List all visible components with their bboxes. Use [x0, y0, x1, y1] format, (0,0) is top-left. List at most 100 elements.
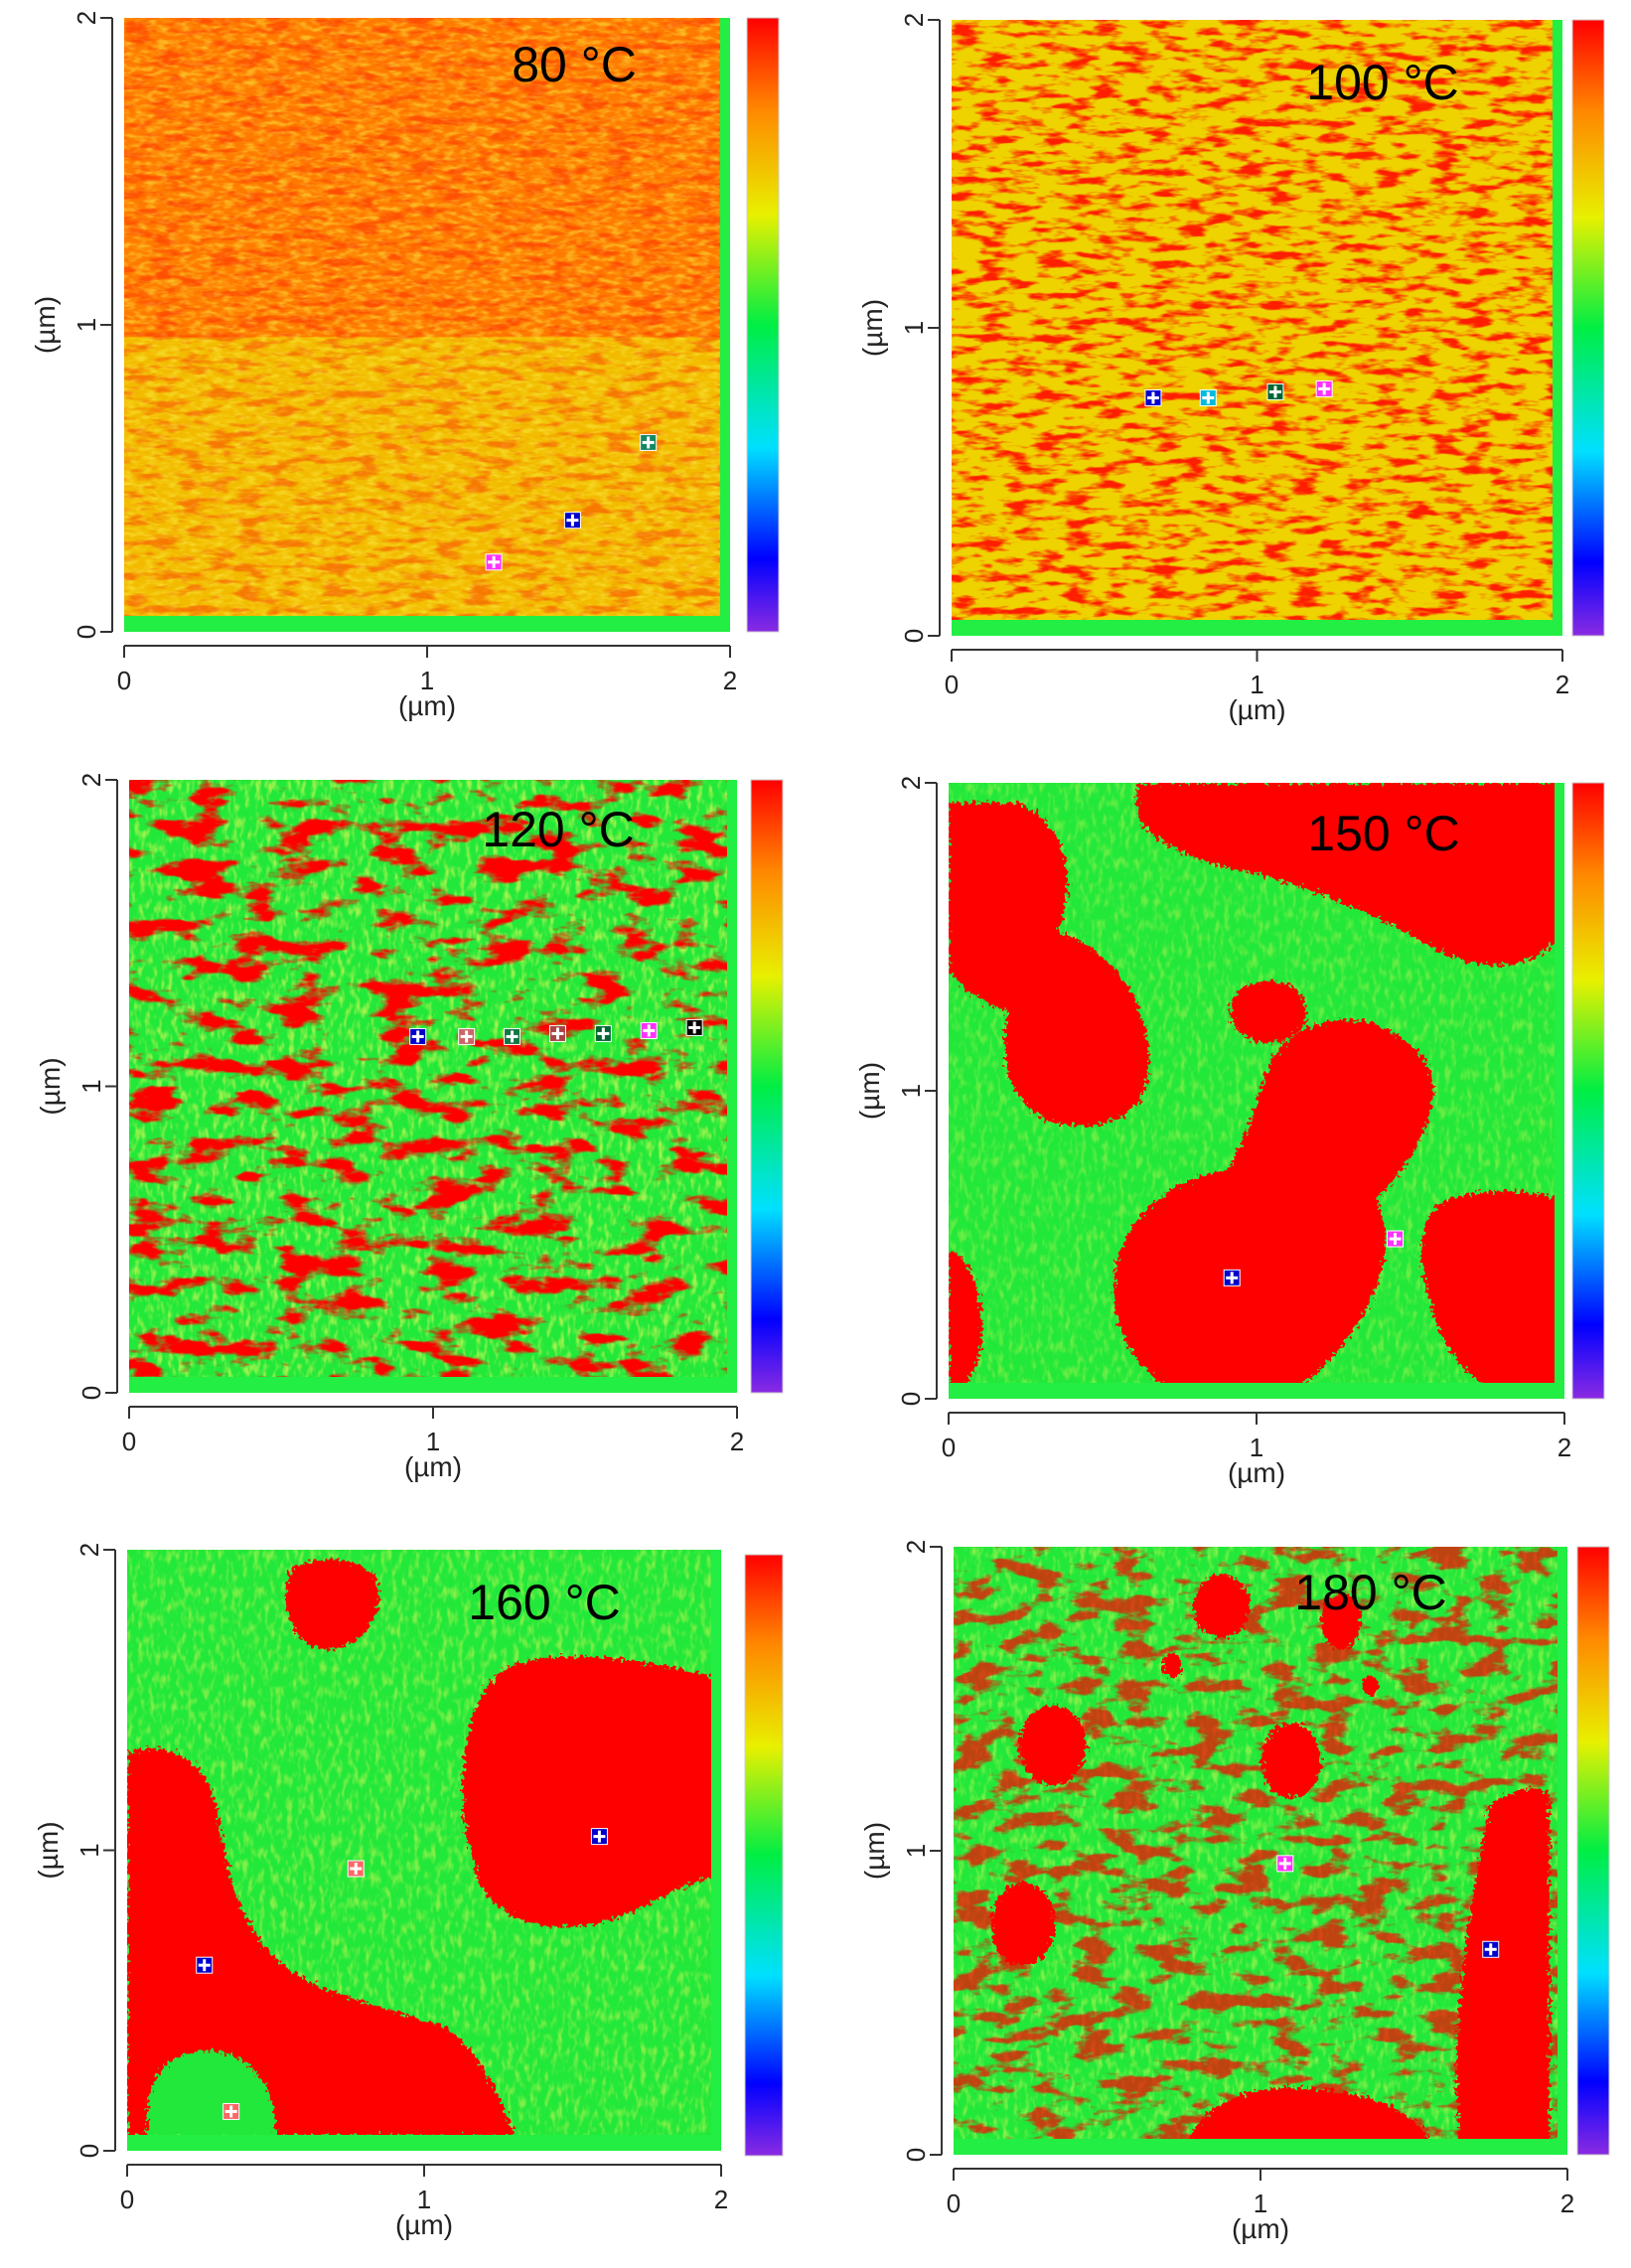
x-axis-unit: (µm): [1232, 2213, 1289, 2244]
red-domain: [949, 1250, 982, 1399]
panel-p150: 0 0 1 1 2 2 (µm) (µm) 150 °C: [854, 776, 1605, 1488]
x-tick-label: 2: [723, 666, 737, 695]
y-axis-unit: (µm): [33, 1821, 64, 1879]
temperature-label: 160 °C: [468, 1575, 620, 1630]
red-domain: [463, 1656, 721, 1927]
colorbar: [1576, 1546, 1610, 2156]
side-strip: [720, 18, 730, 632]
position-marker: [685, 1018, 703, 1036]
x-tick-label: 0: [942, 1433, 956, 1462]
afm-map: [127, 1550, 721, 2151]
y-tick-label: 1: [74, 1843, 104, 1857]
axes: 0 0 1 1 2 2 (µm) (µm): [859, 1540, 1574, 2244]
y-axis-unit: (µm): [859, 1822, 890, 1880]
baseline-strip: [949, 1383, 1564, 1399]
position-marker: [590, 1828, 608, 1846]
temperature-label: 120 °C: [482, 802, 634, 857]
position-marker: [196, 1956, 214, 1974]
position-marker: [640, 433, 658, 451]
position-marker: [1223, 1269, 1241, 1286]
x-tick-label: 2: [730, 1427, 744, 1456]
y-tick-label: 1: [901, 1844, 931, 1858]
axes: 0 0 1 1 2 2 (µm) (µm): [857, 13, 1569, 725]
x-tick-label: 0: [117, 666, 131, 695]
y-tick-label: 1: [72, 318, 101, 332]
position-marker: [458, 1027, 476, 1045]
x-tick-label: 1: [1254, 2189, 1267, 2218]
position-marker: [548, 1024, 566, 1042]
x-tick-label: 1: [417, 2185, 431, 2214]
colorbar: [746, 17, 780, 633]
position-marker: [222, 2102, 240, 2120]
y-tick-label: 1: [899, 321, 929, 335]
y-tick-label: 1: [896, 1084, 926, 1098]
x-tick-label: 1: [1250, 670, 1263, 699]
y-axis-unit: (µm): [857, 299, 888, 357]
x-axis-unit: (µm): [1228, 694, 1285, 725]
baseline-strip: [952, 620, 1562, 636]
x-axis-unit: (µm): [395, 2209, 453, 2240]
colorbar: [750, 779, 784, 1394]
y-tick-label: 0: [901, 2148, 931, 2162]
red-island: [1363, 1676, 1379, 1696]
position-marker: [409, 1027, 427, 1045]
position-marker: [594, 1024, 612, 1042]
y-axis-unit: (µm): [30, 296, 61, 354]
x-axis-unit: (µm): [404, 1451, 462, 1482]
y-tick-label: 2: [899, 13, 929, 27]
y-tick-label: 1: [76, 1079, 106, 1093]
baseline-strip: [954, 2139, 1567, 2155]
position-marker: [640, 1021, 658, 1039]
x-tick-label: 0: [945, 670, 959, 699]
temperature-label: 100 °C: [1306, 55, 1458, 110]
axes: 0 0 1 1 2 2 (µm) (µm): [30, 11, 737, 721]
x-tick-label: 1: [1250, 1433, 1263, 1462]
position-marker: [1276, 1855, 1294, 1873]
position-marker: [504, 1027, 521, 1045]
afm-map: [124, 18, 730, 632]
baseline-strip: [127, 2135, 721, 2151]
y-axis-unit: (µm): [854, 1062, 885, 1120]
red-island: [1019, 1706, 1087, 1785]
panel-p160: 0 0 1 1 2 2 (µm) (µm) 160 °C: [33, 1543, 784, 2240]
side-strip: [727, 780, 737, 1393]
side-strip: [1553, 20, 1562, 636]
position-marker: [563, 512, 581, 529]
red-domain: [1137, 783, 1564, 966]
red-domain: [285, 1559, 379, 1649]
red-domain: [1113, 1019, 1433, 1399]
position-marker: [485, 553, 503, 571]
x-tick-label: 0: [947, 2189, 961, 2218]
x-tick-label: 1: [426, 1427, 440, 1456]
x-tick-label: 2: [1556, 670, 1569, 699]
panel-p180: 0 0 1 1 2 2 (µm) (µm) 180 °C: [859, 1540, 1610, 2244]
axes: 0 0 1 1 2 2 (µm) (µm): [854, 776, 1571, 1488]
position-marker: [1482, 1940, 1500, 1958]
panel-p120: 0 0 1 1 2 2 (µm) (µm) 120 °C: [35, 773, 784, 1482]
red-island: [1321, 1593, 1361, 1649]
y-axis-unit: (µm): [35, 1057, 66, 1115]
map-texture-red: [129, 780, 737, 1393]
y-tick-label: 2: [72, 11, 101, 25]
x-tick-label: 2: [1557, 1433, 1571, 1462]
y-tick-label: 0: [72, 625, 101, 639]
temperature-label: 80 °C: [512, 37, 637, 92]
temperature-label: 150 °C: [1307, 806, 1459, 861]
side-strip: [1557, 1547, 1567, 2155]
axes: 0 0 1 1 2 2 (µm) (µm): [33, 1543, 728, 2240]
x-tick-label: 2: [1560, 2189, 1574, 2218]
side-strip: [711, 1550, 721, 2151]
red-island: [1261, 1723, 1321, 1798]
map-texture-red: [952, 20, 1562, 636]
red-domain: [1456, 1788, 1550, 2143]
colorbar: [744, 1554, 784, 2157]
afm-map: [129, 780, 737, 1393]
axes: 0 0 1 1 2 2 (µm) (µm): [35, 773, 744, 1482]
baseline-strip: [124, 616, 730, 632]
red-domain: [949, 803, 1149, 1127]
colorbar: [1571, 19, 1605, 637]
x-tick-label: 0: [122, 1427, 136, 1456]
side-strip: [1555, 783, 1564, 1399]
red-domain: [1421, 1191, 1564, 1399]
